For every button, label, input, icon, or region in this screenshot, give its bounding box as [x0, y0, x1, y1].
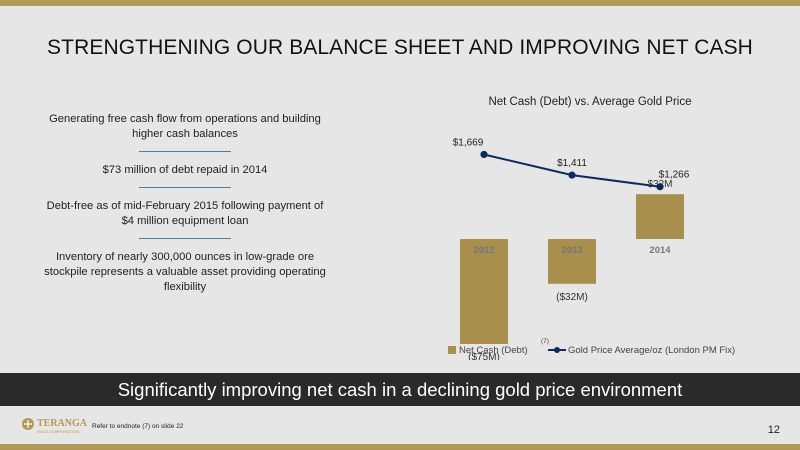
logo-subtext: GOLD CORPORATION — [37, 429, 79, 434]
gold-price-point — [480, 150, 488, 159]
category-label: 2014 — [649, 245, 671, 256]
bar-2012 — [460, 239, 508, 344]
bullet-item: Debt-free as of mid-February 2015 follow… — [46, 200, 324, 227]
chart-title: Net Cash (Debt) vs. Average Gold Price — [488, 96, 692, 108]
legend-swatch-bar — [448, 346, 456, 354]
bullet-separator — [139, 151, 231, 152]
gold-price-label: $1,266 — [659, 170, 690, 181]
gold-price-point — [656, 183, 664, 191]
gold-price-label: $1,669 — [453, 137, 484, 148]
bullet-item: Inventory of nearly 300,000 ounces in lo… — [44, 251, 326, 293]
page-number: 12 — [767, 424, 780, 436]
slide-title: STRENGTHENING OUR BALANCE SHEET AND IMPR… — [47, 36, 753, 59]
category-label: 2012 — [473, 245, 494, 256]
bullet-item: $73 million of debt repaid in 2014 — [102, 164, 268, 176]
summary-banner: Significantly improving net cash in a de… — [0, 373, 800, 406]
category-label: 2013 — [561, 245, 582, 256]
bar-2014 — [636, 194, 684, 239]
top-accent-bar — [0, 0, 800, 6]
bullet-separator — [139, 238, 231, 239]
bottom-accent-bar — [0, 444, 800, 450]
teranga-logo: TERANGA GOLD CORPORATION — [22, 418, 88, 434]
gold-price-label: $1,411 — [557, 158, 587, 169]
legend-label-line: Gold Price Average/oz (London PM Fix) — [568, 345, 735, 356]
bullet-list: Generating free cash flow from operation… — [40, 112, 330, 295]
bar-2013 — [548, 239, 596, 284]
bullet-separator — [139, 187, 231, 188]
net-cash-gold-chart: ($75M)2012($32M)2013$32M2014$1,669$1,411… — [448, 137, 735, 360]
bar-value-label: ($32M) — [556, 292, 588, 303]
gold-price-point — [568, 171, 576, 179]
bar-value-label: ($75M) — [468, 352, 500, 360]
legend-note: (7) — [541, 338, 549, 345]
bullet-item: Generating free cash flow from operation… — [49, 113, 321, 140]
legend-label-bar: Net Cash (Debt) — [459, 345, 528, 356]
legend-swatch-point — [554, 347, 560, 353]
endnote-reference: Refer to endnote (7) on slide 22 — [92, 423, 184, 430]
logo-text: TERANGA — [37, 418, 88, 429]
